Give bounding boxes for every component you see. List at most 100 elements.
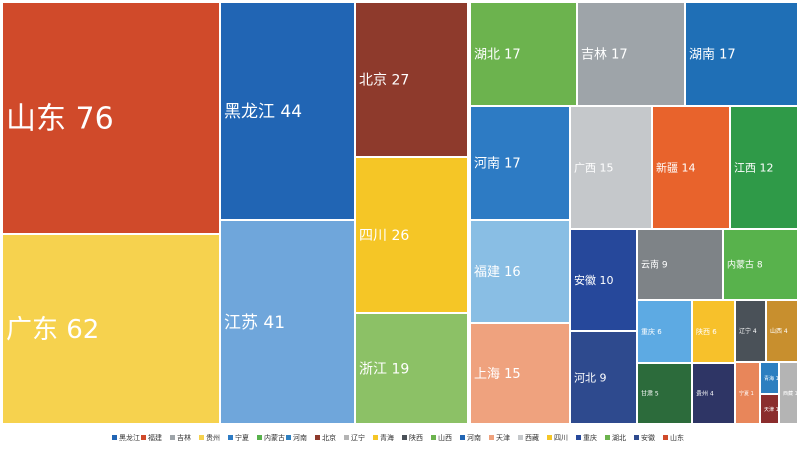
treemap-cell: 河北 9	[571, 332, 636, 423]
treemap-cell-label: 青海 1	[764, 375, 779, 382]
legend-label: 重庆	[583, 433, 597, 442]
treemap-cell-rect	[686, 3, 797, 105]
treemap-cell-label: 山东 76	[6, 102, 114, 137]
treemap-cell-rect	[736, 363, 759, 423]
legend-swatch	[663, 435, 668, 440]
legend-label: 陕西	[409, 433, 423, 442]
legend-swatch	[605, 435, 610, 440]
treemap-cell-rect	[356, 3, 467, 156]
legend-swatch	[170, 435, 175, 440]
legend-label: 贵州	[206, 433, 220, 442]
treemap-cell-rect	[471, 3, 576, 105]
treemap-cell: 重庆 6	[638, 301, 691, 362]
treemap-cell: 北京 27	[356, 3, 467, 156]
treemap-cell: 山西 4	[767, 301, 797, 361]
treemap-cell-label: 西藏 1	[783, 390, 798, 397]
treemap-cell-rect	[221, 221, 354, 423]
legend-swatch	[141, 435, 146, 440]
legend-label: 天津	[496, 434, 510, 442]
treemap-cell-label: 安徽 10	[574, 273, 614, 287]
treemap-cell-rect	[3, 235, 219, 423]
legend-entry: 青海	[373, 433, 394, 442]
treemap-cell-rect	[761, 395, 778, 423]
legend-swatch	[547, 435, 552, 440]
treemap-cell: 青海 1	[761, 363, 779, 393]
legend-swatch	[228, 435, 233, 440]
treemap-cell: 西藏 1	[780, 363, 798, 423]
treemap-cell: 福建 16	[471, 221, 569, 322]
legend-entry: 福建	[141, 433, 162, 442]
treemap-cell-label: 贵州 4	[696, 390, 714, 398]
treemap-cell: 山东 76	[3, 3, 219, 233]
legend-entry: 吉林	[170, 433, 191, 442]
treemap-cell-label: 陕西 6	[696, 327, 717, 336]
treemap-cell-label: 湖北 17	[474, 48, 521, 63]
legend-entry: 河南	[286, 433, 307, 442]
treemap-cell: 贵州 4	[693, 364, 734, 423]
treemap-cell: 浙江 19	[356, 314, 467, 423]
treemap-cell: 黑龙江 44	[221, 3, 354, 219]
legend-label: 四川	[554, 434, 568, 442]
treemap-cell: 上海 15	[471, 324, 569, 423]
treemap-cell: 河南 17	[471, 107, 569, 219]
legend-swatch	[315, 435, 320, 440]
legend-swatch	[344, 435, 349, 440]
legend-label: 西藏	[525, 433, 539, 442]
treemap-cell-rect	[638, 364, 691, 423]
treemap-cell-label: 江苏 41	[224, 313, 285, 333]
legend-label: 安徽	[641, 433, 655, 442]
treemap-cell-rect	[471, 221, 569, 322]
treemap-cell-label: 河北 9	[574, 371, 607, 384]
legend-entry: 西藏	[518, 433, 539, 442]
legend-swatch	[489, 435, 494, 440]
treemap-cell: 广东 62	[3, 235, 219, 423]
legend-label: 山东	[670, 433, 684, 442]
legend-entry: 山西	[431, 433, 452, 442]
treemap-cell-rect	[724, 230, 797, 299]
treemap-cell-label: 新疆 14	[656, 160, 696, 174]
treemap-cell: 湖南 17	[686, 3, 797, 105]
treemap-cell-rect	[653, 107, 729, 228]
treemap-cell-label: 辽宁 4	[739, 327, 757, 335]
legend-swatch	[257, 435, 262, 440]
treemap-cell: 天津 1	[761, 395, 779, 423]
legend-entry: 山东	[663, 433, 684, 442]
treemap-cell: 云南 9	[638, 230, 722, 299]
legend-entry: 贵州	[199, 433, 220, 442]
treemap-cell-label: 北京 27	[359, 72, 409, 88]
treemap-cell-rect	[780, 363, 797, 423]
treemap-cell-rect	[761, 363, 778, 393]
treemap-cell-rect	[693, 301, 734, 362]
treemap-cell-label: 黑龙江 44	[224, 102, 302, 122]
legend-entry: 河南	[460, 433, 481, 442]
treemap-cell-label: 吉林 17	[581, 48, 628, 63]
treemap-cell-rect	[471, 107, 569, 219]
treemap-cell-label: 四川 26	[359, 228, 409, 244]
legend-entry: 湖北	[605, 433, 626, 442]
treemap-cell-label: 甘肃 5	[641, 390, 659, 398]
treemap-cell-label: 宁夏 1	[739, 390, 754, 397]
treemap-cell-rect	[578, 3, 684, 105]
legend-swatch	[431, 435, 436, 440]
legend-entry: 四川	[547, 434, 568, 442]
legend-label: 河南	[293, 433, 307, 442]
treemap-cell-rect	[471, 324, 569, 423]
legend-entry: 北京	[315, 433, 336, 442]
treemap-cell: 吉林 17	[578, 3, 684, 105]
treemap-cell-label: 上海 15	[474, 367, 521, 382]
treemap-cell-rect	[571, 230, 636, 330]
legend-swatch	[460, 435, 465, 440]
legend-label: 福建	[148, 433, 162, 442]
legend-label: 北京	[322, 433, 336, 442]
treemap-cell-rect	[221, 3, 354, 219]
treemap-cell-rect	[571, 107, 651, 228]
treemap-cell-label: 内蒙古 8	[727, 259, 763, 271]
legend-swatch	[518, 435, 523, 440]
legend-label: 河南	[467, 433, 481, 442]
treemap-cell-label: 重庆 6	[641, 327, 662, 336]
treemap-cell-label: 广西 15	[574, 161, 614, 174]
treemap-cell: 四川 26	[356, 158, 467, 312]
treemap-cell: 江西 12	[731, 107, 797, 228]
treemap-cell-rect	[571, 332, 636, 423]
